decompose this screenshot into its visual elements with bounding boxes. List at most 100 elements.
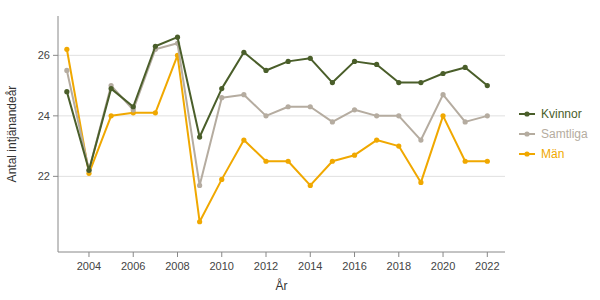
point [241,92,246,97]
point [86,168,91,173]
point [485,83,490,88]
legend-marker [524,111,529,116]
y-tick-label: 24 [38,110,50,122]
y-tick [53,176,58,177]
x-tick-label: 2020 [431,260,455,272]
point [175,35,180,40]
point [86,168,91,173]
point [219,95,224,100]
point [374,113,379,118]
point [330,159,335,164]
x-axis-label: År [276,278,288,293]
legend-label: Kvinnor [541,107,582,121]
legend-marker [524,151,529,156]
y-tick [53,115,58,116]
point [418,180,423,185]
x-tick [310,252,311,257]
x-tick-label: 2012 [254,260,278,272]
point [396,80,401,85]
x-tick-label: 2010 [210,260,234,272]
point [396,144,401,149]
point [241,50,246,55]
point [109,86,114,91]
point [485,113,490,118]
y-grid-line [58,55,505,56]
point [153,110,158,115]
legend: Kvinnor Samtliga Män [519,107,588,161]
y-tick-label: 22 [38,170,50,182]
y-axis-line [58,16,59,252]
point [286,159,291,164]
x-tick-label: 2006 [121,260,145,272]
x-tick-label: 2008 [165,260,189,272]
x-tick [354,252,355,257]
point [308,183,313,188]
point [131,104,136,109]
background [0,0,600,300]
y-grid-line [58,176,505,177]
y-axis-label: Antal intjänandeår [5,86,19,183]
x-tick [443,252,444,257]
grid [58,55,505,176]
point [308,56,313,61]
point [286,104,291,109]
axes: 22 24 26 2004 2006 2008 2010 2012 2014 2016 2018 20… [38,16,505,272]
legend-label: Samtliga [541,127,588,141]
point [263,68,268,73]
point [418,80,423,85]
point [352,59,357,64]
point [463,159,468,164]
chart: 22 24 26 2004 2006 2008 2010 2012 2014 2016 2018 20… [0,0,600,300]
x-tick [177,252,178,257]
x-tick [133,252,134,257]
point [463,65,468,70]
point [440,71,445,76]
point [374,137,379,142]
point [330,119,335,124]
point [197,219,202,224]
x-tick-label: 2014 [298,260,322,272]
x-tick-label: 2016 [342,260,366,272]
series [64,35,490,173]
point [485,159,490,164]
x-tick [487,252,488,257]
point [308,104,313,109]
point [64,89,69,94]
x-tick [88,252,89,257]
point [440,113,445,118]
y-tick-label: 26 [38,49,50,61]
point [440,92,445,97]
point [219,86,224,91]
point [263,159,268,164]
series-line [67,43,487,185]
y-tick [53,55,58,56]
point [463,119,468,124]
series-line [67,37,487,170]
point [418,137,423,142]
point [352,153,357,158]
x-tick-label: 2004 [77,260,101,272]
point [374,62,379,67]
plot-data [64,35,490,225]
legend-label: Män [541,147,564,161]
point [263,113,268,118]
x-axis-line [58,252,505,253]
point [153,44,158,49]
point [64,68,69,73]
series [64,47,490,225]
x-tick [398,252,399,257]
point [197,183,202,188]
x-tick [266,252,267,257]
point [352,107,357,112]
legend-marker [524,131,529,136]
y-grid-line [58,115,505,116]
series [64,41,490,188]
point [241,137,246,142]
point [197,134,202,139]
x-tick-label: 2018 [387,260,411,272]
point [109,113,114,118]
point [219,177,224,182]
point [396,113,401,118]
x-tick-label: 2022 [475,260,499,272]
point [64,47,69,52]
